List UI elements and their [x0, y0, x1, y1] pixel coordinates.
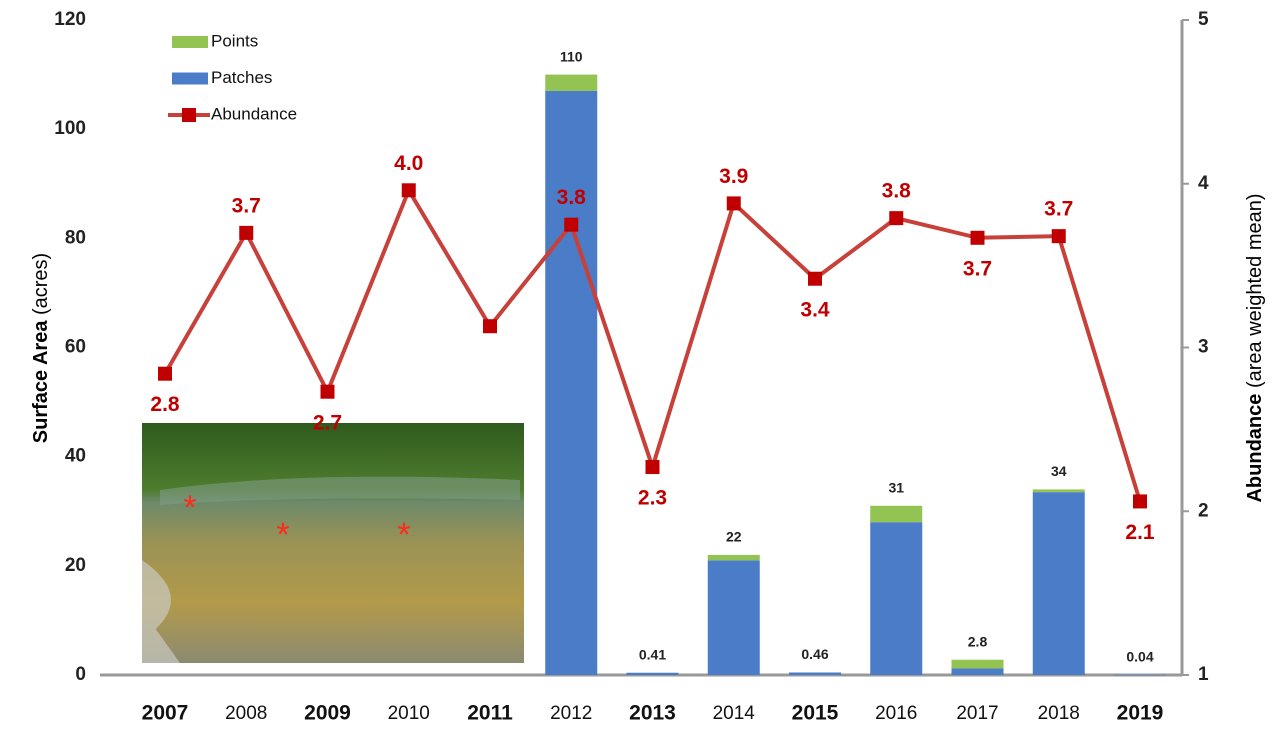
y-tick-label: 100	[54, 118, 86, 139]
x-tick-label: 2019	[1117, 702, 1164, 725]
bar-segment	[789, 672, 841, 675]
bar-segment	[1032, 489, 1085, 493]
bar-segment	[951, 668, 1004, 675]
bar-segment	[545, 90, 598, 676]
abundance-marker	[645, 460, 660, 475]
abundance-label: 3.4	[800, 298, 830, 321]
y2-tick-label: 1	[1198, 664, 1209, 685]
x-tick-label: 2009	[304, 702, 351, 725]
abundance-marker	[158, 366, 172, 381]
bar-segment	[870, 505, 923, 523]
bar-segment	[545, 74, 598, 91]
legend-label: Patches	[211, 68, 272, 87]
svg-text:*: *	[397, 516, 410, 554]
svg-text:*: *	[276, 516, 289, 554]
x-tick-label: 2010	[388, 703, 430, 724]
bar-segment	[1114, 674, 1166, 676]
legend-swatch	[172, 72, 208, 85]
abundance-marker	[320, 384, 335, 399]
legend-swatch	[172, 36, 208, 48]
x-tick-label: 2013	[629, 702, 676, 725]
bar-segment	[1032, 492, 1085, 675]
legend-swatch	[182, 108, 196, 122]
inset-photo: * * *	[142, 423, 524, 663]
legend-label: Points	[211, 31, 258, 50]
total-label: 34	[1051, 463, 1067, 479]
abundance-marker	[889, 211, 904, 226]
abundance-label: 2.7	[313, 411, 342, 434]
y-tick-label: 0	[75, 664, 86, 685]
total-label: 0.46	[801, 646, 828, 662]
abundance-marker	[1133, 494, 1147, 509]
y-tick-label: 80	[65, 227, 86, 248]
y2-tick-label: 3	[1198, 337, 1209, 358]
bar-segment	[870, 522, 923, 675]
abundance-label: 3.8	[557, 186, 587, 209]
abundance-marker	[483, 319, 497, 334]
abundance-label: 3.7	[963, 257, 992, 280]
abundance-marker	[726, 196, 741, 211]
abundance-marker	[564, 217, 579, 232]
total-label: 2.8	[968, 633, 988, 649]
bar-segment	[951, 659, 1004, 669]
total-label: 0.04	[1126, 648, 1153, 664]
abundance-label: 2.8	[150, 393, 180, 416]
x-tick-label: 2008	[225, 703, 267, 724]
abundance-label: 4.0	[394, 152, 423, 175]
abundance-marker	[808, 271, 822, 286]
abundance-label: 3.7	[232, 194, 261, 217]
total-label: 31	[888, 479, 904, 495]
svg-text:*: *	[183, 489, 196, 527]
y-axis-title: Surface Area (acres)	[30, 253, 52, 443]
y-tick-label: 60	[65, 337, 86, 358]
x-tick-label: 2011	[467, 702, 513, 725]
abundance-label: 3.8	[882, 180, 912, 203]
total-label: 110	[560, 48, 583, 64]
abundance-label: 2.3	[638, 487, 667, 510]
abundance-marker	[1051, 229, 1066, 244]
x-tick-label: 2018	[1038, 703, 1080, 724]
y2-axis-title: Abundance (area weighted mean)	[1244, 193, 1266, 502]
y-tick-label: 40	[65, 446, 86, 467]
bar-segment	[707, 554, 760, 561]
abundance-label: 2.1	[1125, 521, 1155, 544]
abundance-label: 3.7	[1044, 198, 1073, 221]
total-label: 0.41	[639, 646, 666, 662]
legend-label: Abundance	[211, 104, 297, 123]
x-tick-label: 2015	[792, 702, 839, 725]
abundance-marker	[970, 230, 985, 245]
abundance-marker	[239, 225, 254, 240]
y2-tick-label: 2	[1198, 500, 1209, 521]
x-tick-label: 2016	[875, 703, 917, 724]
bar-segment	[626, 672, 679, 675]
bar-segment	[707, 560, 760, 675]
y2-tick-label: 5	[1198, 9, 1209, 30]
y2-tick-label: 4	[1198, 173, 1209, 194]
x-tick-label: 2017	[956, 703, 998, 724]
abundance-marker	[401, 183, 416, 198]
total-label: 22	[726, 529, 742, 545]
y-tick-label: 20	[65, 555, 86, 576]
x-tick-label: 2012	[550, 703, 592, 724]
abundance-label: 3.9	[719, 165, 748, 188]
x-tick-label: 2014	[713, 703, 756, 724]
x-tick-label: 2007	[142, 702, 189, 725]
y-tick-label: 120	[54, 9, 86, 30]
